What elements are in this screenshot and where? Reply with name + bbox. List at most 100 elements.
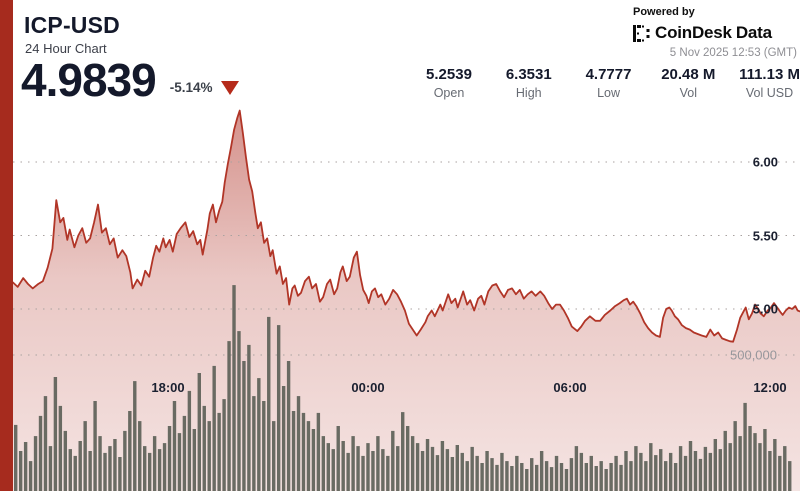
volume-bar	[589, 455, 593, 491]
volume-bar	[564, 469, 569, 491]
volume-bar	[718, 449, 722, 491]
volume-bar	[609, 463, 613, 491]
volume-bar	[321, 436, 326, 491]
volume-bar	[440, 441, 445, 491]
volume-bar	[396, 446, 400, 491]
timestamp: 5 Nov 2025 12:53 (GMT)	[669, 47, 797, 59]
volume-bar	[544, 461, 549, 491]
volume-bar	[306, 421, 311, 491]
volume-bar	[569, 458, 574, 491]
down-triangle-icon	[221, 80, 240, 95]
volume-bar	[401, 412, 405, 491]
volume-bar	[723, 430, 727, 491]
volume-bar	[351, 436, 355, 491]
volume-bar	[445, 449, 450, 491]
volume-bar	[23, 442, 28, 491]
volume-bar	[58, 405, 63, 491]
volume-bar	[584, 463, 589, 491]
symbol-title: ICP-USD	[24, 12, 120, 38]
volume-bar	[753, 433, 757, 491]
volume-bar	[296, 396, 301, 491]
volume-bar	[192, 429, 197, 491]
volume-bar	[262, 401, 266, 491]
volume-bar	[778, 455, 782, 491]
volume-bar	[505, 461, 509, 491]
volume-bar	[63, 430, 68, 491]
volume-bar	[118, 457, 122, 491]
volume-bar	[361, 455, 365, 491]
volume-bar	[455, 445, 459, 491]
volume-bar	[773, 439, 777, 491]
volume-bar	[123, 430, 127, 491]
volume-bar	[475, 455, 479, 491]
volume-bar	[783, 446, 787, 491]
volume-bar	[624, 451, 628, 491]
volume-bar	[713, 439, 718, 491]
volume-bar	[202, 405, 206, 491]
volume-bar	[33, 436, 38, 491]
volume-bar	[108, 446, 112, 491]
volume-bar	[410, 436, 415, 491]
volume-bar	[708, 452, 713, 491]
volume-bar	[728, 443, 732, 491]
x-axis-time-tick: 06:00	[553, 380, 587, 395]
volume-bar	[634, 446, 638, 491]
volume-bar	[738, 436, 742, 491]
stat-high: 6.3531 High	[500, 66, 558, 100]
volume-bar	[386, 455, 390, 491]
volume-bar	[217, 412, 221, 491]
volume-bar	[649, 443, 653, 491]
volume-bar	[232, 285, 236, 491]
volume-bar	[673, 463, 678, 491]
stat-label: Vol	[679, 86, 697, 100]
accent-sidebar	[0, 0, 13, 491]
price-line	[12, 109, 800, 343]
volume-bar	[559, 463, 564, 491]
stat-value: 4.7777	[585, 66, 632, 83]
volume-bar	[301, 412, 306, 491]
volume-bar	[371, 451, 375, 491]
volume-bar	[28, 461, 33, 491]
volume-bar	[594, 466, 598, 491]
volume-bar	[515, 455, 519, 491]
volume-bar	[356, 446, 360, 491]
y-axis-price-tick: 5.00	[752, 301, 778, 317]
price-change-percent: -5.14%	[169, 80, 213, 96]
volume-bar	[768, 451, 772, 491]
volume-bar	[733, 421, 737, 491]
volume-bar	[222, 399, 226, 491]
volume-bar	[272, 421, 276, 491]
stat-open: 5.2539 Open	[420, 66, 478, 100]
volume-bar	[619, 464, 623, 491]
volume-bar	[693, 451, 698, 491]
volume-bar	[103, 452, 107, 491]
volume-bar	[520, 463, 524, 491]
volume-bar	[405, 426, 410, 491]
volume-bar	[14, 424, 18, 491]
x-axis-time-tick: 00:00	[351, 380, 385, 395]
volume-bar	[604, 469, 608, 491]
volume-bar	[683, 455, 688, 491]
volume-bar	[678, 446, 683, 491]
volume-bar	[138, 421, 142, 491]
volume-bar	[659, 449, 663, 491]
volume-bar	[83, 421, 87, 491]
logo-text-coindesk: CoinDesk	[655, 23, 732, 42]
volume-bar	[366, 443, 370, 491]
volume-bar	[420, 451, 425, 491]
volume-bar	[688, 441, 693, 491]
volume-bar	[207, 421, 211, 491]
volume-bar	[376, 436, 380, 491]
volume-bar	[147, 452, 152, 491]
volume-bar	[614, 455, 618, 491]
volume-bar	[758, 443, 762, 491]
volume-bar	[554, 455, 559, 491]
volume-bar	[133, 381, 137, 491]
volume-bar	[276, 325, 281, 491]
price-row: 4.9839 -5.14%	[21, 56, 240, 104]
volume-bar	[237, 331, 241, 491]
volume-bar	[510, 466, 514, 491]
coindesk-data-logo[interactable]: CoinDesk Data	[633, 23, 797, 43]
